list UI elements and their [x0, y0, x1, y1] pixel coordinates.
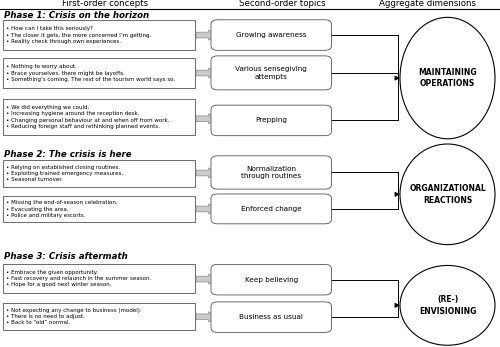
Ellipse shape — [400, 265, 495, 345]
Polygon shape — [196, 30, 216, 40]
Text: Enforced change: Enforced change — [241, 206, 302, 212]
Text: MAINTAINING
OPERATIONS: MAINTAINING OPERATIONS — [418, 68, 477, 88]
FancyBboxPatch shape — [211, 105, 332, 136]
Text: • Missing the end-of-season celebration.
• Evacuating the area.
• Police and mil: • Missing the end-of-season celebration.… — [6, 200, 117, 218]
Polygon shape — [196, 113, 216, 124]
FancyBboxPatch shape — [2, 160, 195, 187]
FancyBboxPatch shape — [211, 264, 332, 295]
Text: Business as usual: Business as usual — [240, 314, 303, 320]
Text: Prepping: Prepping — [256, 117, 287, 124]
Text: Second-order topics: Second-order topics — [239, 0, 326, 8]
Text: Various sensegiving
attempts: Various sensegiving attempts — [236, 66, 307, 79]
Text: Phase 1: Crisis on the horizon: Phase 1: Crisis on the horizon — [4, 11, 149, 20]
FancyBboxPatch shape — [211, 194, 332, 224]
Text: Normalization
through routines: Normalization through routines — [241, 166, 302, 179]
Text: • Nothing to worry about.
• Brace yourselves, there might be layoffs.
• Somethin: • Nothing to worry about. • Brace yourse… — [6, 64, 175, 82]
Ellipse shape — [400, 144, 495, 245]
Text: • How can I take this seriously?
• The closer it gets, the more concerned I’m ge: • How can I take this seriously? • The c… — [6, 26, 151, 44]
Text: • Not expecting any change to business (model).
• There is no need to adjust.
• : • Not expecting any change to business (… — [6, 307, 141, 325]
Text: (RE-)
ENVISIONING: (RE-) ENVISIONING — [419, 295, 476, 316]
Text: Phase 3: Crisis aftermath: Phase 3: Crisis aftermath — [4, 252, 128, 261]
Polygon shape — [196, 312, 216, 322]
Polygon shape — [196, 68, 216, 78]
Text: • We did everything we could.
• Increasing hygiene around the reception desk.
• : • We did everything we could. • Increasi… — [6, 105, 170, 129]
Polygon shape — [196, 204, 216, 214]
Ellipse shape — [400, 17, 495, 139]
Polygon shape — [196, 274, 216, 284]
FancyBboxPatch shape — [211, 20, 332, 50]
Text: • Embrace the given opportunity.
• Fast recovery and relaunch in the summer seas: • Embrace the given opportunity. • Fast … — [6, 270, 151, 287]
Text: Aggregate dimensions: Aggregate dimensions — [379, 0, 476, 8]
FancyBboxPatch shape — [2, 303, 195, 330]
Text: First-order concepts: First-order concepts — [62, 0, 148, 8]
Text: Growing awareness: Growing awareness — [236, 32, 306, 38]
Text: Keep believing: Keep believing — [244, 277, 298, 283]
Polygon shape — [196, 168, 216, 178]
Text: Phase 2: The crisis is here: Phase 2: The crisis is here — [4, 150, 132, 159]
FancyBboxPatch shape — [2, 99, 195, 135]
Text: ORGANIZATIONAL
REACTIONS: ORGANIZATIONAL REACTIONS — [409, 184, 486, 205]
FancyBboxPatch shape — [2, 196, 195, 222]
FancyBboxPatch shape — [211, 156, 332, 189]
FancyBboxPatch shape — [2, 20, 195, 50]
FancyBboxPatch shape — [211, 302, 332, 332]
FancyBboxPatch shape — [2, 58, 195, 88]
FancyBboxPatch shape — [211, 56, 332, 90]
FancyBboxPatch shape — [2, 264, 195, 293]
Text: • Relying on established closing routines.
• Exploiting trained emergency measur: • Relying on established closing routine… — [6, 164, 123, 183]
